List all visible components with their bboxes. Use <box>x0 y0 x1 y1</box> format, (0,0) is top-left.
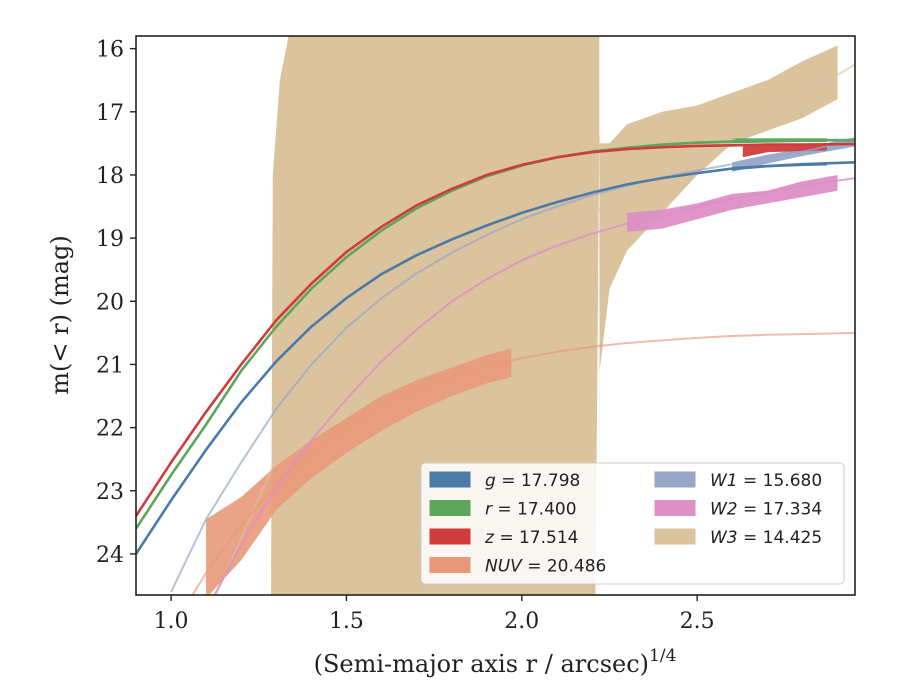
model-lines <box>136 63 855 595</box>
band-w3 <box>271 36 838 595</box>
x-axis-ticks: 1.0 1.5 2.0 2.5 <box>154 595 715 634</box>
y-tick-label: 21 <box>96 353 124 378</box>
y-tick-label: 18 <box>96 164 124 189</box>
legend-swatch-g <box>429 471 471 488</box>
x-tick-label: 1.0 <box>154 609 189 634</box>
legend: g = 17.798 r = 17.400 z = 17.514 NUV = 20.4… <box>420 462 845 585</box>
legend-label-g: g = 17.798 <box>485 471 580 491</box>
legend-label-nuv: NUV = 20.486 <box>485 557 606 577</box>
line-w2 <box>213 177 855 595</box>
y-tick-label: 24 <box>96 543 124 568</box>
line-g <box>136 161 855 555</box>
legend-label-z: z = 17.514 <box>484 528 578 548</box>
legend-label-w3: W3 = 14.425 <box>710 528 822 548</box>
legend-swatch-r <box>429 500 471 516</box>
x-axis-title: (Semi-major axis r / arcsec)1/4 <box>314 646 677 678</box>
line-z <box>136 142 855 517</box>
legend-box <box>420 462 845 585</box>
legend-swatch-nuv <box>429 557 471 573</box>
y-tick-label: 22 <box>96 417 124 442</box>
line-w3 <box>214 63 855 595</box>
legend-label-r: r = 17.400 <box>485 500 577 520</box>
x-tick-label: 2.5 <box>680 609 715 634</box>
line-w1 <box>170 139 855 593</box>
y-axis-ticks: 16 17 18 19 20 21 22 23 24 <box>96 38 136 568</box>
y-tick-label: 16 <box>96 38 124 63</box>
legend-swatch-z <box>429 528 471 545</box>
y-tick-label: 19 <box>96 227 124 252</box>
legend-swatch-w3 <box>654 528 696 545</box>
x-tick-label: 1.5 <box>329 609 364 634</box>
legend-label-w1: W1 = 15.680 <box>710 471 822 491</box>
y-tick-label: 17 <box>96 101 124 126</box>
plot-frame <box>135 35 856 596</box>
legend-swatch-w2 <box>654 500 696 516</box>
x-tick-label: 2.0 <box>504 609 539 634</box>
legend-swatch-w1 <box>654 471 696 488</box>
legend-label-w2: W2 = 17.334 <box>710 500 822 520</box>
y-tick-label: 20 <box>96 290 124 315</box>
y-axis-title: m(< r) (mag) <box>46 235 74 394</box>
band-nuv <box>206 348 512 595</box>
y-tick-label: 23 <box>96 480 124 505</box>
band-z <box>742 144 827 158</box>
